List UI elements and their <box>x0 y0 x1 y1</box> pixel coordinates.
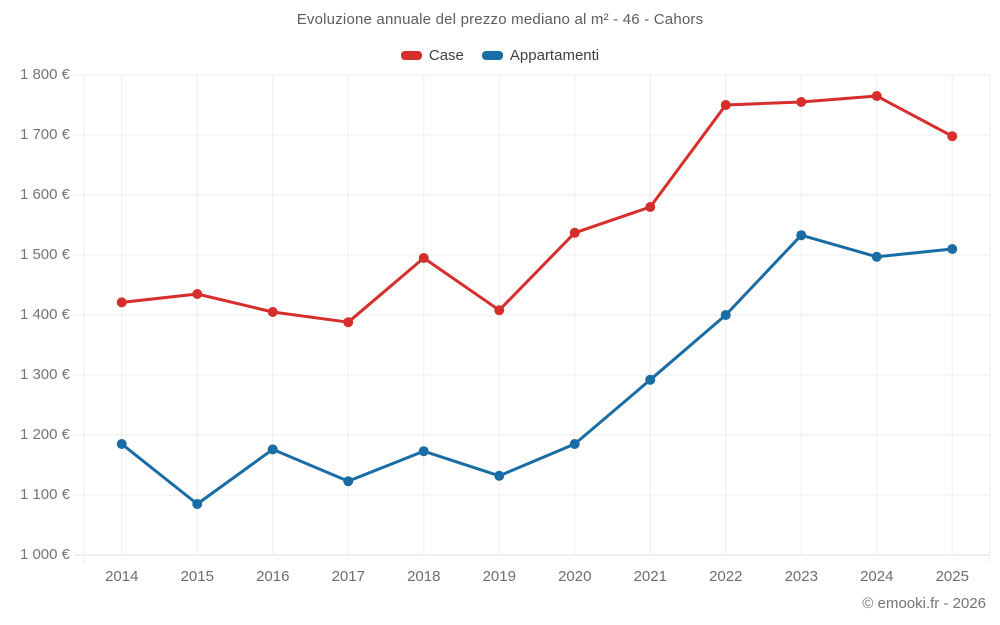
copyright-note: © emooki.fr - 2026 <box>862 595 986 612</box>
data-point-appartamenti-2018[interactable] <box>418 446 429 457</box>
data-point-appartamenti-2022[interactable] <box>720 310 731 320</box>
data-point-case-2015[interactable] <box>192 289 203 299</box>
data-point-appartamenti-2015[interactable] <box>192 499 203 509</box>
series-line-appartamenti <box>120 233 954 506</box>
data-point-appartamenti-2024[interactable] <box>871 251 882 262</box>
data-point-case-2018[interactable] <box>418 253 429 263</box>
data-point-case-2023[interactable] <box>796 97 807 107</box>
data-point-case-2016[interactable] <box>267 307 278 317</box>
x-tick-label-2017: 2017 <box>331 568 365 585</box>
data-point-case-2019[interactable] <box>494 305 505 316</box>
x-tick-label-2023: 2023 <box>784 568 818 585</box>
data-point-appartamenti-2021[interactable] <box>645 374 656 385</box>
data-point-appartamenti-2023[interactable] <box>796 230 807 241</box>
data-point-case-2021[interactable] <box>645 202 656 212</box>
data-point-case-2024[interactable] <box>871 91 882 101</box>
data-point-case-2025[interactable] <box>947 131 958 142</box>
series-line-case <box>120 94 954 324</box>
appartamenti-series-swatch-icon <box>481 51 503 60</box>
x-tick-label-2025: 2025 <box>935 568 969 585</box>
x-tick-label-2021: 2021 <box>633 568 667 585</box>
data-point-case-2014[interactable] <box>116 297 127 308</box>
x-tick-label-2016: 2016 <box>256 568 290 585</box>
data-point-case-2020[interactable] <box>569 227 580 238</box>
x-tick-label-2019: 2019 <box>482 568 516 585</box>
data-point-appartamenti-2020[interactable] <box>569 439 580 449</box>
data-point-appartamenti-2019[interactable] <box>494 470 505 481</box>
data-point-appartamenti-2016[interactable] <box>267 444 278 455</box>
y-tick-label: 1 700 € <box>19 126 70 143</box>
x-tick-label-2014: 2014 <box>105 568 139 585</box>
y-tick-label: 1 300 € <box>19 366 70 383</box>
legend-item-case[interactable]: Case <box>400 47 464 64</box>
y-tick-label: 1 500 € <box>19 246 70 263</box>
x-tick-label-2022: 2022 <box>709 568 743 585</box>
data-point-case-2022[interactable] <box>720 100 731 110</box>
x-tick-label-2024: 2024 <box>860 568 894 585</box>
x-tick-label-2015: 2015 <box>180 568 214 585</box>
y-tick-label: 1 000 € <box>19 546 70 563</box>
legend-item-appartamenti[interactable]: Appartamenti <box>481 47 600 64</box>
data-point-appartamenti-2025[interactable] <box>947 244 958 254</box>
chart-title: Evoluzione annuale del prezzo mediano al… <box>296 11 704 28</box>
x-tick-label-2020: 2020 <box>558 568 592 585</box>
case-series-swatch-icon <box>400 51 422 60</box>
data-point-appartamenti-2017[interactable] <box>343 476 354 487</box>
y-tick-label: 1 100 € <box>19 486 70 503</box>
data-point-case-2017[interactable] <box>343 317 354 328</box>
y-tick-label: 1 200 € <box>19 426 70 443</box>
legend-label-appartamenti: Appartamenti <box>509 47 600 64</box>
y-tick-label: 1 800 € <box>19 66 70 83</box>
legend: Case Appartamenti <box>0 47 1000 64</box>
x-tick-label-2018: 2018 <box>407 568 441 585</box>
y-tick-label: 1 600 € <box>19 186 70 203</box>
legend-label-case: Case <box>428 47 464 64</box>
y-tick-label: 1 400 € <box>19 306 70 323</box>
data-point-appartamenti-2014[interactable] <box>116 439 127 449</box>
